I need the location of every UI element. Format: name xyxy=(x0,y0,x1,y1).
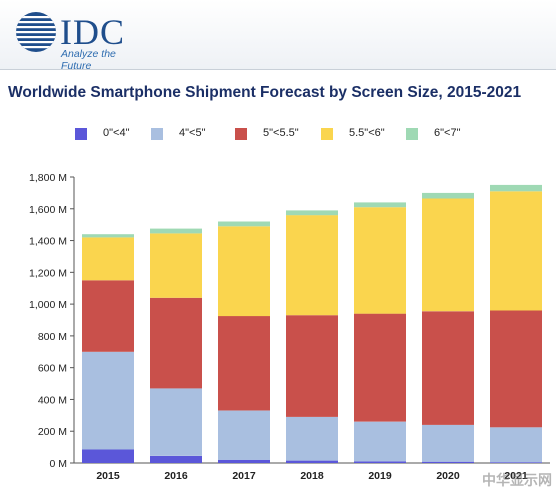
globe-icon xyxy=(16,12,56,52)
x-tick-label: 2020 xyxy=(436,470,460,482)
legend-swatch xyxy=(406,128,418,140)
y-tick-label: 1,000 M xyxy=(29,299,67,311)
bar-segment xyxy=(82,237,134,281)
legend-swatch xyxy=(235,128,247,140)
bar-segment xyxy=(422,192,474,199)
watermark-text: 中华显示网 xyxy=(482,472,552,488)
bar-segment xyxy=(150,388,202,456)
chart-title: Worldwide Smartphone Shipment Forecast b… xyxy=(8,84,522,101)
bar-segment xyxy=(354,461,406,463)
legend-label: 5"<5.5" xyxy=(263,127,299,139)
y-tick-label: 1,400 M xyxy=(29,236,67,248)
bar-segment xyxy=(150,228,202,234)
x-tick-label: 2017 xyxy=(232,470,256,482)
legend-label: 0"<4" xyxy=(103,127,130,139)
y-tick-label: 200 M xyxy=(38,426,67,438)
y-tick-label: 800 M xyxy=(38,331,67,343)
bar-segment xyxy=(218,459,270,463)
bar-segment xyxy=(150,455,202,463)
legend-swatch xyxy=(321,128,333,140)
bar-segment xyxy=(150,297,202,389)
y-tick-label: 1,600 M xyxy=(29,204,67,216)
bar-segment xyxy=(490,310,542,428)
y-tick-label: 400 M xyxy=(38,394,67,406)
y-tick-label: 1,200 M xyxy=(29,267,67,279)
bar-segment xyxy=(490,427,542,463)
bar-segment xyxy=(218,316,270,411)
x-tick-label: 2018 xyxy=(300,470,324,482)
bar-segment xyxy=(354,421,406,462)
bar-segment xyxy=(82,234,134,238)
bar-segment xyxy=(82,351,134,450)
bar-segment xyxy=(490,462,542,463)
bar-segment xyxy=(286,460,338,463)
report-header: IDC Analyze the Future xyxy=(0,0,556,72)
bar-segment xyxy=(82,449,134,463)
bar-segment xyxy=(286,416,338,461)
bar-segment xyxy=(490,191,542,311)
bar-segment xyxy=(286,215,338,316)
bar-segment xyxy=(218,410,270,460)
idc-logo: IDC Analyze the Future xyxy=(14,10,144,72)
y-tick-label: 1,800 M xyxy=(29,172,67,184)
bar-segment xyxy=(490,184,542,192)
bar-segment xyxy=(218,221,270,227)
y-tick-label: 600 M xyxy=(38,363,67,375)
bar-segment xyxy=(150,233,202,298)
logo-wordmark: IDC xyxy=(60,12,125,52)
bar-segment xyxy=(82,280,134,352)
bar-segment xyxy=(354,313,406,422)
x-tick-label: 2015 xyxy=(96,470,120,482)
bar-segment xyxy=(218,226,270,317)
bar-segment xyxy=(422,424,474,462)
bar-segment xyxy=(286,210,338,216)
x-tick-label: 2019 xyxy=(368,470,392,482)
legend-label: 5.5"<6" xyxy=(349,127,385,139)
x-tick-label: 2021 xyxy=(504,470,528,482)
legend-swatch xyxy=(151,128,163,140)
y-tick-label: 0 M xyxy=(49,458,67,470)
chart-legend: 0"<4" 4"<5" 5"<5.5" 5.5"<6" 6"<7" xyxy=(0,127,556,143)
legend-label: 6"<7" xyxy=(434,127,461,139)
bar-segment xyxy=(354,202,406,208)
legend-swatch xyxy=(75,128,87,140)
bar-segment xyxy=(286,315,338,417)
legend-label: 4"<5" xyxy=(179,127,206,139)
bar-segment xyxy=(422,311,474,425)
x-tick-label: 2016 xyxy=(164,470,188,482)
chart-plot: 0 M 200 M 400 M 600 M 800 M 1,000 M 1,200 M 1,4… xyxy=(29,172,550,482)
bar-segment xyxy=(354,207,406,314)
bar-segment xyxy=(422,461,474,463)
bar-segment xyxy=(422,198,474,312)
header-divider xyxy=(0,69,556,70)
